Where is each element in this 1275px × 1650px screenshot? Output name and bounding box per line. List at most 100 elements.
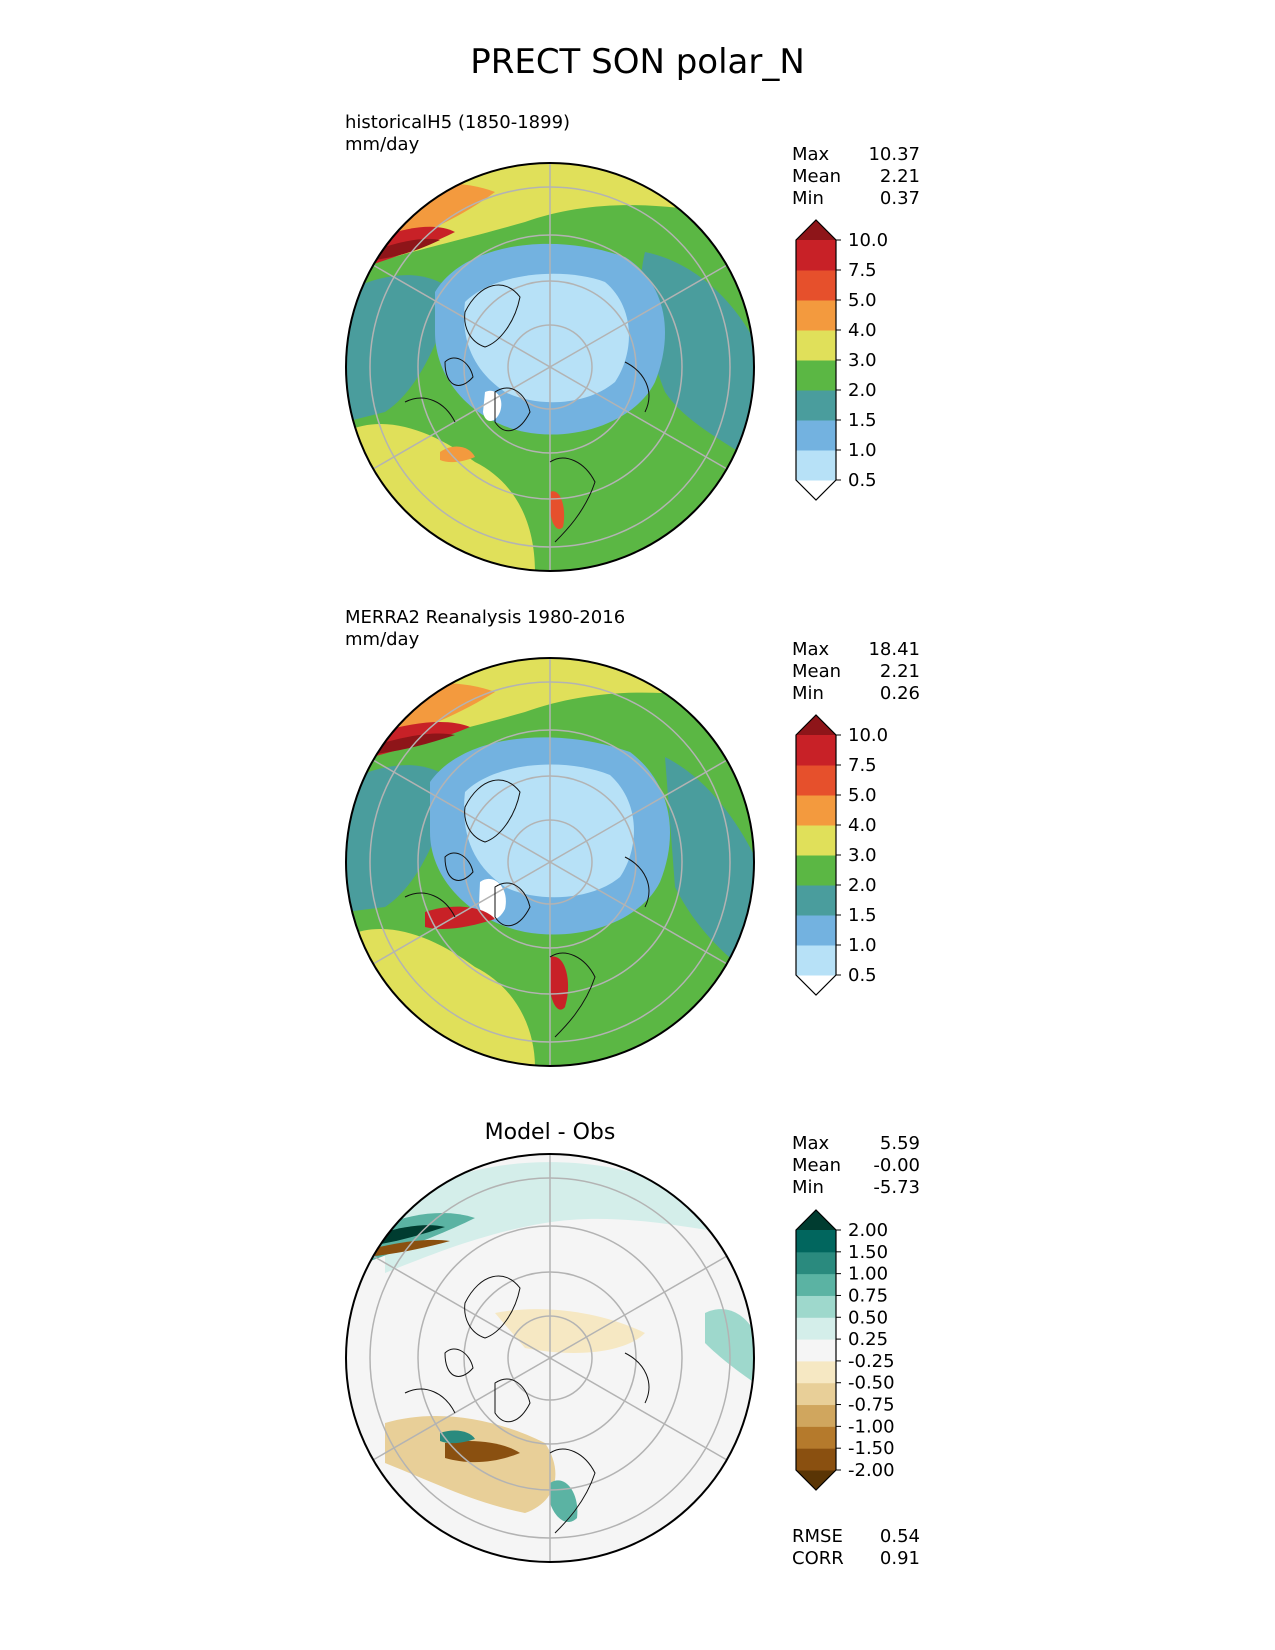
colorbar-segment xyxy=(796,825,836,856)
map-boundary xyxy=(345,657,755,1067)
colorbar-tick-label: -1.00 xyxy=(848,1416,895,1437)
colorbar-segment xyxy=(796,765,836,796)
precip-band-teal-east xyxy=(641,252,754,462)
precip-band-red-norway xyxy=(549,956,569,1010)
stat-max-value: 5.59 xyxy=(879,1133,920,1154)
colorbar-tick-label: 1.0 xyxy=(848,440,877,461)
stat-mean-label: Mean xyxy=(792,661,842,682)
colorbar-segment xyxy=(796,1404,836,1427)
figure-title: PRECT SON polar_N xyxy=(470,42,805,82)
stat-min-value: 0.37 xyxy=(879,188,920,209)
colorbar-segment xyxy=(796,1382,836,1406)
stat-max-value: 18.41 xyxy=(868,639,920,660)
model-polar-map xyxy=(345,162,755,572)
colorbar-segment xyxy=(796,420,836,451)
stat-max-value: 10.37 xyxy=(868,144,920,165)
colorbar-segment xyxy=(796,945,836,976)
colorbar-segment xyxy=(796,1251,836,1275)
colorbar-tick-label: 0.5 xyxy=(848,470,877,491)
colorbar-segment xyxy=(796,915,836,946)
colorbar-segment xyxy=(796,300,836,331)
colorbar-tick-label: 10.0 xyxy=(848,725,888,746)
diff-panel-title: Model - Obs xyxy=(484,1120,616,1145)
colorbar-tick-label: -0.25 xyxy=(848,1351,895,1372)
diff-band-lightteal-north xyxy=(385,1162,725,1273)
colorbar-segment xyxy=(796,360,836,391)
stat-mean-label: Mean xyxy=(792,166,842,187)
colorbar-segment xyxy=(796,1273,836,1296)
stat-max-label: Max xyxy=(792,144,830,165)
model-units-label: mm/day xyxy=(345,134,420,155)
precip-band-teal-west xyxy=(346,765,455,912)
stat-min-label: Min xyxy=(792,188,824,209)
colorbar-segment xyxy=(796,240,836,271)
colorbar-tick-label: 0.25 xyxy=(848,1329,888,1350)
colorbar-tick-label: 2.00 xyxy=(848,1220,888,1241)
obs-colorbar: 0.5 1.0 1.5 2.0 3.0 4.0 5.0 7.5 10.0 xyxy=(795,714,888,996)
colorbar-segment xyxy=(796,735,836,766)
colorbar-segment xyxy=(796,390,836,421)
precip-band-lightblue-arctic xyxy=(464,273,629,403)
coastlines xyxy=(404,284,650,543)
colorbar-segment xyxy=(796,855,836,886)
colorbar-segment xyxy=(796,1339,836,1362)
colorbar-segment xyxy=(796,1426,836,1449)
stat-mean-value: 2.21 xyxy=(879,661,920,682)
colorbar-tick-label: 3.0 xyxy=(848,350,877,371)
colorbar-tick-label: 0.5 xyxy=(848,965,877,986)
stat-max-label: Max xyxy=(792,639,830,660)
stat-max-label: Max xyxy=(792,1133,830,1154)
colorbar-tick-label: 5.0 xyxy=(848,785,877,806)
stat-min-value: -5.73 xyxy=(873,1177,920,1198)
colorbar-extend-high xyxy=(796,220,836,240)
colorbar-tick-label: 7.5 xyxy=(848,260,877,281)
colorbar-tick-label: 1.5 xyxy=(848,905,877,926)
diff-metrics: RMSE 0.54 CORR 0.91 xyxy=(792,1526,920,1570)
colorbar-tick-label: 2.0 xyxy=(848,380,877,401)
colorbar-tick-label: 0.75 xyxy=(848,1285,888,1306)
rmse-label: RMSE xyxy=(792,1526,843,1547)
colorbar-tick-label: -0.50 xyxy=(848,1373,895,1394)
colorbar-extend-low xyxy=(796,975,836,995)
colorbar-tick-label: 4.0 xyxy=(848,815,877,836)
coastlines xyxy=(404,779,650,1038)
precip-band-darkred xyxy=(375,238,440,260)
colorbar-segment xyxy=(796,1317,836,1340)
precip-band-teal-west xyxy=(346,275,455,422)
stat-min-label: Min xyxy=(792,683,824,704)
colorbar-tick-label: 5.0 xyxy=(848,290,877,311)
diff-band-teal-south xyxy=(440,1430,475,1444)
obs-panel-label: MERRA2 Reanalysis 1980-2016 mm/day xyxy=(345,607,625,651)
colorbar-segment xyxy=(796,1295,836,1318)
diff-band-darkteal xyxy=(375,1225,445,1245)
precip-band-orange-norway xyxy=(550,491,565,530)
diff-stats: Max 5.59 Mean -0.00 Min -5.73 xyxy=(792,1133,920,1199)
colorbar-tick-label: 1.5 xyxy=(848,410,877,431)
stat-mean-value: -0.00 xyxy=(873,1155,920,1176)
colorbar-extend-low xyxy=(796,480,836,500)
graticule xyxy=(369,658,731,1066)
colorbar-extend-high xyxy=(796,1210,836,1230)
precip-band-white-greenland xyxy=(479,878,506,920)
obs-stats: Max 18.41 Mean 2.21 Min 0.26 xyxy=(792,639,920,705)
corr-value: 0.91 xyxy=(879,1548,920,1569)
diff-colorbar: -2.00-1.50-1.00-0.75-0.50-0.250.250.500.… xyxy=(795,1209,895,1491)
stat-mean-value: 2.21 xyxy=(879,166,920,187)
colorbar-segment xyxy=(796,270,836,301)
diff-band-tan-south xyxy=(385,1415,556,1513)
precip-band-teal-east xyxy=(665,757,754,977)
model-stats: Max 10.37 Mean 2.21 Min 0.37 xyxy=(792,144,920,210)
colorbar-tick-label: 2.0 xyxy=(848,875,877,896)
colorbar-tick-label: 3.0 xyxy=(848,845,877,866)
colorbar-tick-label: -2.00 xyxy=(848,1460,895,1481)
diff-band-brown xyxy=(375,1239,450,1256)
stat-min-label: Min xyxy=(792,1177,824,1198)
obs-dataset-label: MERRA2 Reanalysis 1980-2016 xyxy=(345,607,626,628)
corr-label: CORR xyxy=(792,1548,844,1569)
colorbar-segment xyxy=(796,1448,836,1471)
diff-band-teal-norway xyxy=(550,1480,578,1523)
graticule xyxy=(369,1154,731,1562)
obs-polar-map xyxy=(345,657,755,1067)
colorbar-extend-low xyxy=(796,1470,836,1490)
rmse-value: 0.54 xyxy=(879,1526,920,1547)
